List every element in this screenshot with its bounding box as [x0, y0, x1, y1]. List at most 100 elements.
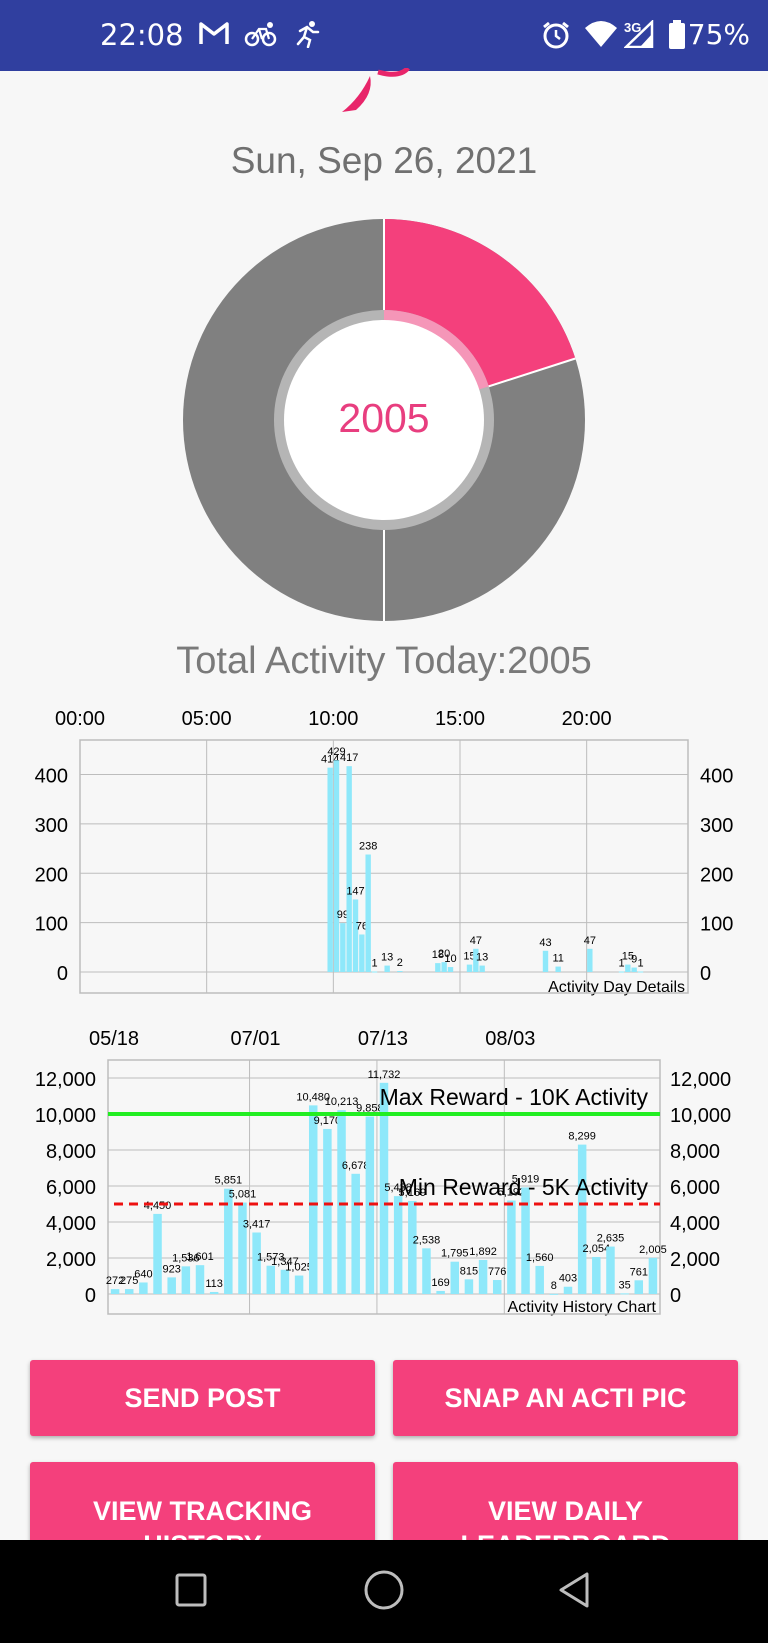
history-bar-label: 3,417: [243, 1218, 271, 1230]
history-bar: [492, 1280, 502, 1294]
activity-day-chart: Activity Day Details 00:00 05:00 10:00 15:0…: [35, 708, 734, 996]
history-bar-label: 10,213: [325, 1096, 359, 1108]
day-chart-title: Activity Day Details: [548, 979, 685, 996]
day-bar: [473, 948, 479, 972]
history-bar: [507, 1200, 516, 1294]
history-bar-label: 272: [106, 1275, 124, 1287]
history-bar: [422, 1248, 431, 1294]
history-bar-label: 2,054: [583, 1243, 611, 1255]
day-bar: [371, 971, 378, 973]
day-bar: [447, 967, 454, 972]
day-bar-label: 1: [618, 958, 624, 970]
donut-hole: [284, 320, 484, 520]
day-y-tick-left: 200: [35, 864, 68, 886]
history-bar-label: 5,919: [512, 1173, 540, 1185]
send-post-button[interactable]: SEND POST: [30, 1360, 375, 1436]
history-bar-label: 1,560: [526, 1252, 554, 1264]
history-bar-label: 4,450: [144, 1200, 172, 1212]
history-bar-label: 1,795: [441, 1248, 469, 1260]
day-bar: [637, 971, 644, 973]
history-y-tick-left: 10,000: [35, 1105, 96, 1127]
day-bar-label: 20: [438, 948, 450, 960]
snap-pic-label: SNAP AN ACTI PIC: [444, 1383, 687, 1413]
day-bar: [327, 767, 333, 972]
recents-button[interactable]: [172, 1570, 212, 1610]
day-bar: [435, 963, 441, 972]
history-bar-label: 8: [551, 1280, 557, 1292]
day-y-tick-right: 100: [700, 914, 733, 936]
history-bar-label: 2,005: [639, 1244, 667, 1256]
home-button[interactable]: [362, 1568, 406, 1612]
history-y-tick-left: 4,000: [46, 1213, 96, 1235]
battery-icon: [669, 20, 685, 49]
history-y-tick-left: 8,000: [46, 1141, 96, 1163]
history-y-tick-right: 10,000: [670, 1105, 731, 1127]
day-bar-label: 13: [381, 952, 393, 964]
history-bar: [606, 1246, 615, 1294]
history-bar: [535, 1265, 544, 1294]
day-bar: [333, 760, 340, 972]
history-bar: [408, 1200, 417, 1294]
history-bar: [124, 1289, 134, 1294]
day-y-tick-right: 200: [700, 864, 733, 886]
history-bar: [577, 1144, 587, 1294]
history-bar-label: 761: [630, 1266, 648, 1278]
day-bar-label: 99: [337, 909, 349, 921]
history-bar: [323, 1128, 332, 1294]
history-bar: [351, 1173, 360, 1294]
day-bar-label: 429: [327, 746, 345, 758]
history-bar-label: 275: [120, 1275, 138, 1287]
history-y-tick-right: 8,000: [670, 1141, 720, 1163]
history-y-tick-right: 0: [670, 1285, 681, 1307]
status-bar: 22:08 3G 75%: [0, 0, 768, 71]
history-bar: [464, 1279, 474, 1294]
history-y-tick-right: 12,000: [670, 1069, 731, 1091]
history-bar-label: 5,192: [498, 1187, 526, 1199]
day-bar: [466, 964, 473, 972]
history-bar-label: 1,347: [271, 1256, 299, 1268]
history-bar-label: 2,635: [597, 1233, 625, 1245]
history-bar-label: 9,170: [314, 1115, 342, 1127]
history-bar-label: 5,851: [215, 1175, 243, 1187]
history-bar-label: 113: [205, 1278, 223, 1290]
day-bar: [397, 971, 403, 973]
day-bar-label: 76: [356, 920, 368, 932]
history-bar: [521, 1187, 530, 1294]
history-bar: [308, 1105, 318, 1294]
history-x-tick-label: 07/01: [231, 1028, 281, 1050]
day-bar: [365, 854, 371, 972]
status-time: 22:08: [100, 18, 184, 52]
history-y-tick-right: 4,000: [670, 1213, 720, 1235]
day-bar: [587, 948, 593, 972]
send-post-label: SEND POST: [124, 1383, 281, 1413]
history-x-tick-label: 07/13: [358, 1028, 408, 1050]
day-bar: [555, 966, 561, 972]
day-bar: [384, 965, 390, 972]
history-bar: [592, 1257, 601, 1294]
day-bar-label: 43: [539, 937, 551, 949]
history-bar: [620, 1293, 629, 1295]
day-x-tick-label: 10:00: [308, 708, 358, 730]
history-bar: [393, 1196, 403, 1294]
day-bar-label: 9: [631, 954, 637, 966]
history-bar-label: 2,538: [413, 1234, 441, 1246]
day-y-tick-left: 300: [35, 815, 68, 837]
history-bar: [450, 1261, 460, 1294]
back-button[interactable]: [556, 1570, 596, 1610]
history-bar: [478, 1259, 488, 1294]
network-type: 3G: [624, 20, 642, 35]
app-logo: [342, 68, 410, 112]
day-bar: [631, 967, 637, 972]
history-bar: [224, 1188, 233, 1294]
signal-icon: [624, 20, 654, 48]
day-bar-label: 1: [371, 958, 377, 970]
history-y-tick-left: 0: [85, 1285, 96, 1307]
history-bar-label: 640: [134, 1268, 152, 1280]
history-bar: [167, 1277, 176, 1294]
history-bar-label: 35: [618, 1279, 630, 1291]
day-bar: [618, 971, 625, 973]
history-bar: [634, 1280, 644, 1294]
day-y-tick-right: 400: [700, 766, 733, 788]
snap-pic-button[interactable]: SNAP AN ACTI PIC: [393, 1360, 738, 1436]
day-bar: [359, 934, 365, 972]
